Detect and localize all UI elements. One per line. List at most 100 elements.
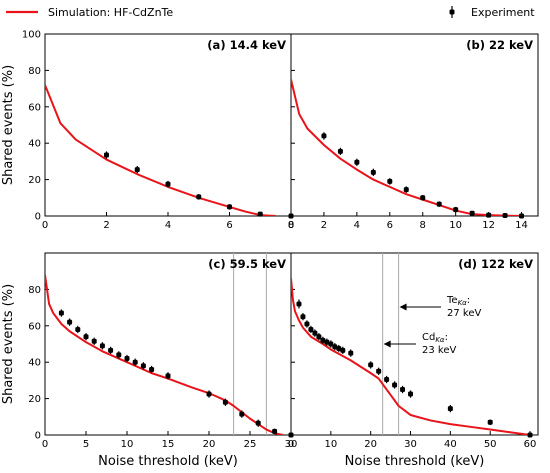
x-tick-label: 12: [482, 220, 495, 231]
data-marker: [328, 341, 334, 347]
annotation-value: 23 keV: [422, 345, 456, 356]
experiment-point: [239, 410, 245, 418]
experiment-point: [354, 158, 360, 166]
x-tick-label: 30: [285, 439, 298, 450]
data-marker: [91, 338, 97, 344]
experiment-point: [486, 212, 492, 218]
x-tick-label: 2: [321, 220, 327, 231]
y-tick-label: 0: [35, 431, 41, 442]
panel-d-122-kev: 0 10 20 30 40 50 60 Noise threshold (keV) (d) 12…: [288, 252, 539, 469]
experiment-point: [300, 313, 306, 321]
x-tick-label: 25: [244, 439, 257, 450]
x-tick-label: 0: [288, 220, 294, 231]
x-tick-label: 20: [203, 439, 216, 450]
data-marker: [304, 321, 310, 327]
data-marker: [376, 368, 382, 374]
experiment-point: [108, 346, 114, 355]
experiment-point: [316, 333, 322, 341]
data-marker: [387, 178, 393, 184]
simulation-line: [291, 79, 522, 216]
x-tick-label: 8: [288, 220, 294, 231]
x-tick-label: 40: [444, 439, 457, 450]
simulation-line: [45, 84, 276, 216]
data-marker: [453, 207, 459, 213]
data-marker: [239, 411, 245, 417]
annotation-value: 27 keV: [447, 308, 481, 319]
experiment-point: [140, 362, 146, 370]
annotation: CdKα:23 keV: [383, 332, 456, 356]
experiment-point: [83, 333, 89, 341]
data-marker: [296, 301, 302, 307]
experiment-point: [336, 344, 342, 353]
experiment-point: [58, 309, 64, 317]
data-marker: [108, 347, 114, 353]
experiment-point: [340, 346, 346, 355]
experiment-point: [206, 390, 212, 398]
data-marker: [384, 376, 390, 382]
x-tick-label: 10: [121, 439, 134, 450]
experiment-point: [348, 349, 354, 357]
panel-title: (d) 122 keV: [458, 257, 533, 271]
data-marker: [436, 201, 442, 207]
panel-b-22-kev: 0 2 4 6 8 10 12 14 (b) 22 keV: [288, 33, 539, 231]
experiment-point: [447, 404, 453, 413]
data-marker: [370, 169, 376, 175]
data-marker: [196, 194, 202, 200]
experiment-point: [403, 186, 409, 193]
experiment-point: [124, 354, 130, 363]
experiment-point: [332, 343, 338, 351]
data-marker: [83, 334, 89, 340]
y-axis-label: Shared events (%): [1, 65, 16, 185]
experiment-point: [165, 372, 171, 380]
data-marker: [403, 187, 409, 193]
experiment-point: [321, 132, 327, 140]
x-tick-label: 6: [226, 220, 232, 231]
experiment-point: [312, 329, 318, 337]
plot-frame: [44, 252, 292, 436]
experiment-point: [320, 336, 326, 344]
experiment-point: [99, 342, 105, 350]
data-marker: [99, 343, 105, 349]
experiment-point: [328, 340, 334, 348]
data-marker: [165, 373, 171, 379]
x-tick-label: 0: [288, 439, 294, 450]
legend-experiment-marker: [449, 6, 455, 18]
annotation: TeKα:27 keV: [399, 295, 481, 319]
data-marker: [312, 330, 318, 336]
experiment-point: [304, 320, 310, 328]
y-tick-label: 80: [28, 66, 41, 77]
panel-title: (b) 22 keV: [466, 38, 533, 52]
experiment-point: [149, 365, 155, 374]
data-marker: [486, 212, 492, 218]
plot-frame: [44, 33, 292, 217]
experiment-point: [519, 213, 525, 219]
x-tick-label: 50: [484, 439, 497, 450]
data-marker: [368, 362, 374, 368]
experiment-point: [134, 165, 140, 174]
data-marker: [336, 346, 342, 352]
x-tick-label: 5: [83, 439, 89, 450]
data-marker: [227, 204, 232, 210]
y-tick-label: 20: [28, 175, 41, 186]
experiment-point: [502, 212, 508, 218]
y-tick-label: 60: [28, 102, 41, 113]
data-marker: [134, 167, 140, 173]
data-marker: [58, 310, 64, 316]
plot-frame: [290, 252, 539, 436]
experiment-point: [296, 299, 302, 309]
y-tick-label: 60: [28, 321, 41, 332]
data-marker: [337, 148, 343, 154]
experiment-point: [370, 168, 376, 176]
x-axis-label: Noise threshold (keV): [98, 454, 238, 469]
y-tick-label: 80: [28, 285, 41, 296]
experiment-point: [337, 147, 343, 156]
experiment-point: [324, 338, 330, 346]
experiment-point: [222, 398, 228, 406]
data-marker: [124, 356, 130, 362]
data-marker: [104, 152, 109, 158]
legend-experiment-label: Experiment: [471, 6, 535, 19]
experiment-point: [420, 195, 426, 201]
experiment-point: [400, 385, 406, 394]
y-tick-label: 20: [28, 394, 41, 405]
